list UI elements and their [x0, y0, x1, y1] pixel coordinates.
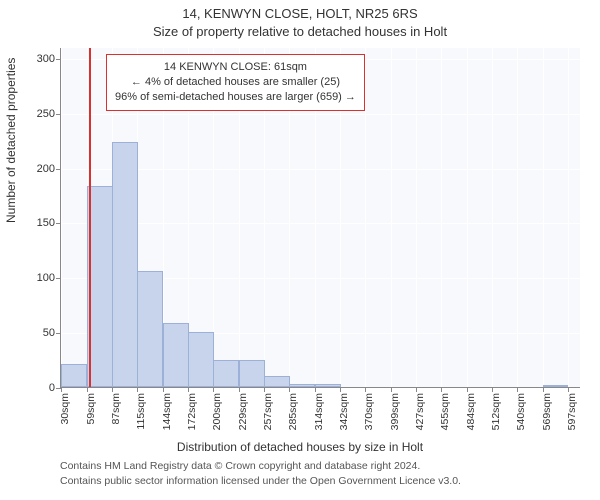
histogram-bar [112, 142, 138, 387]
histogram-bar [188, 332, 214, 387]
chart-title-main: 14, KENWYN CLOSE, HOLT, NR25 6RS [0, 6, 600, 21]
xtick-label: 370sqm [363, 393, 375, 430]
histogram-bar [315, 384, 341, 387]
histogram-bar [137, 271, 163, 387]
xtick-mark [365, 387, 366, 392]
gridline-vertical [416, 48, 417, 387]
xtick-label: 484sqm [465, 393, 477, 430]
xtick-label: 87sqm [110, 393, 122, 425]
histogram-bar [213, 360, 239, 387]
footer-line-1: Contains HM Land Registry data © Crown c… [60, 460, 420, 472]
gridline-vertical [517, 48, 518, 387]
gridline-vertical [492, 48, 493, 387]
xtick-mark [340, 387, 341, 392]
xtick-mark [416, 387, 417, 392]
histogram-bar [87, 186, 113, 387]
xtick-label: 257sqm [262, 393, 274, 430]
xtick-mark [391, 387, 392, 392]
chart-title-sub: Size of property relative to detached ho… [0, 24, 600, 39]
xtick-mark [517, 387, 518, 392]
xtick-label: 569sqm [541, 393, 553, 430]
ytick-label: 150 [37, 217, 61, 229]
xtick-label: 427sqm [414, 393, 426, 430]
xtick-label: 30sqm [59, 393, 71, 425]
histogram-bar [163, 323, 189, 387]
plot-area: 05010015020025030030sqm59sqm87sqm115sqm1… [60, 48, 580, 388]
xtick-mark [492, 387, 493, 392]
gridline-vertical [543, 48, 544, 387]
xtick-label: 342sqm [338, 393, 350, 430]
xtick-mark [264, 387, 265, 392]
gridline-horizontal [61, 114, 580, 115]
annotation-line-3: 96% of semi-detached houses are larger (… [115, 90, 356, 105]
ytick-label: 300 [37, 53, 61, 65]
xtick-mark [61, 387, 62, 392]
xtick-label: 229sqm [237, 393, 249, 430]
xtick-label: 540sqm [515, 393, 527, 430]
xtick-mark [163, 387, 164, 392]
histogram-bar [61, 364, 87, 387]
xtick-label: 314sqm [313, 393, 325, 430]
xtick-label: 115sqm [135, 393, 147, 430]
ytick-label: 200 [37, 163, 61, 175]
ytick-label: 50 [43, 327, 61, 339]
gridline-vertical [441, 48, 442, 387]
gridline-vertical [467, 48, 468, 387]
annotation-box: 14 KENWYN CLOSE: 61sqm← 4% of detached h… [106, 54, 365, 111]
chart-container: 14, KENWYN CLOSE, HOLT, NR25 6RS Size of… [0, 0, 600, 500]
histogram-bar [543, 385, 569, 387]
xtick-label: 144sqm [161, 393, 173, 430]
xtick-label: 59sqm [85, 393, 97, 425]
annotation-line-2: ← 4% of detached houses are smaller (25) [115, 75, 356, 90]
xtick-mark [289, 387, 290, 392]
xtick-mark [137, 387, 138, 392]
xtick-mark [239, 387, 240, 392]
gridline-horizontal [61, 169, 580, 170]
xtick-label: 285sqm [287, 393, 299, 430]
xtick-mark [188, 387, 189, 392]
property-marker-line [89, 48, 91, 387]
xtick-mark [441, 387, 442, 392]
x-axis-label: Distribution of detached houses by size … [0, 440, 600, 454]
footer-line-2: Contains public sector information licen… [60, 475, 461, 487]
annotation-line-1: 14 KENWYN CLOSE: 61sqm [115, 60, 356, 75]
gridline-vertical [391, 48, 392, 387]
gridline-vertical [568, 48, 569, 387]
y-axis-label: Number of detached properties [4, 58, 18, 223]
ytick-label: 250 [37, 108, 61, 120]
histogram-bar [264, 376, 290, 387]
gridline-vertical [365, 48, 366, 387]
gridline-horizontal [61, 388, 580, 389]
ytick-label: 100 [37, 272, 61, 284]
gridline-horizontal [61, 223, 580, 224]
xtick-label: 172sqm [186, 393, 198, 430]
histogram-bar [289, 384, 315, 387]
xtick-label: 455sqm [439, 393, 451, 430]
xtick-label: 597sqm [566, 393, 578, 430]
xtick-mark [315, 387, 316, 392]
xtick-label: 399sqm [389, 393, 401, 430]
xtick-mark [87, 387, 88, 392]
histogram-bar [239, 360, 265, 387]
xtick-mark [568, 387, 569, 392]
xtick-mark [467, 387, 468, 392]
gridline-vertical [61, 48, 62, 387]
xtick-label: 200sqm [211, 393, 223, 430]
xtick-mark [213, 387, 214, 392]
xtick-mark [543, 387, 544, 392]
xtick-mark [112, 387, 113, 392]
xtick-label: 512sqm [490, 393, 502, 430]
